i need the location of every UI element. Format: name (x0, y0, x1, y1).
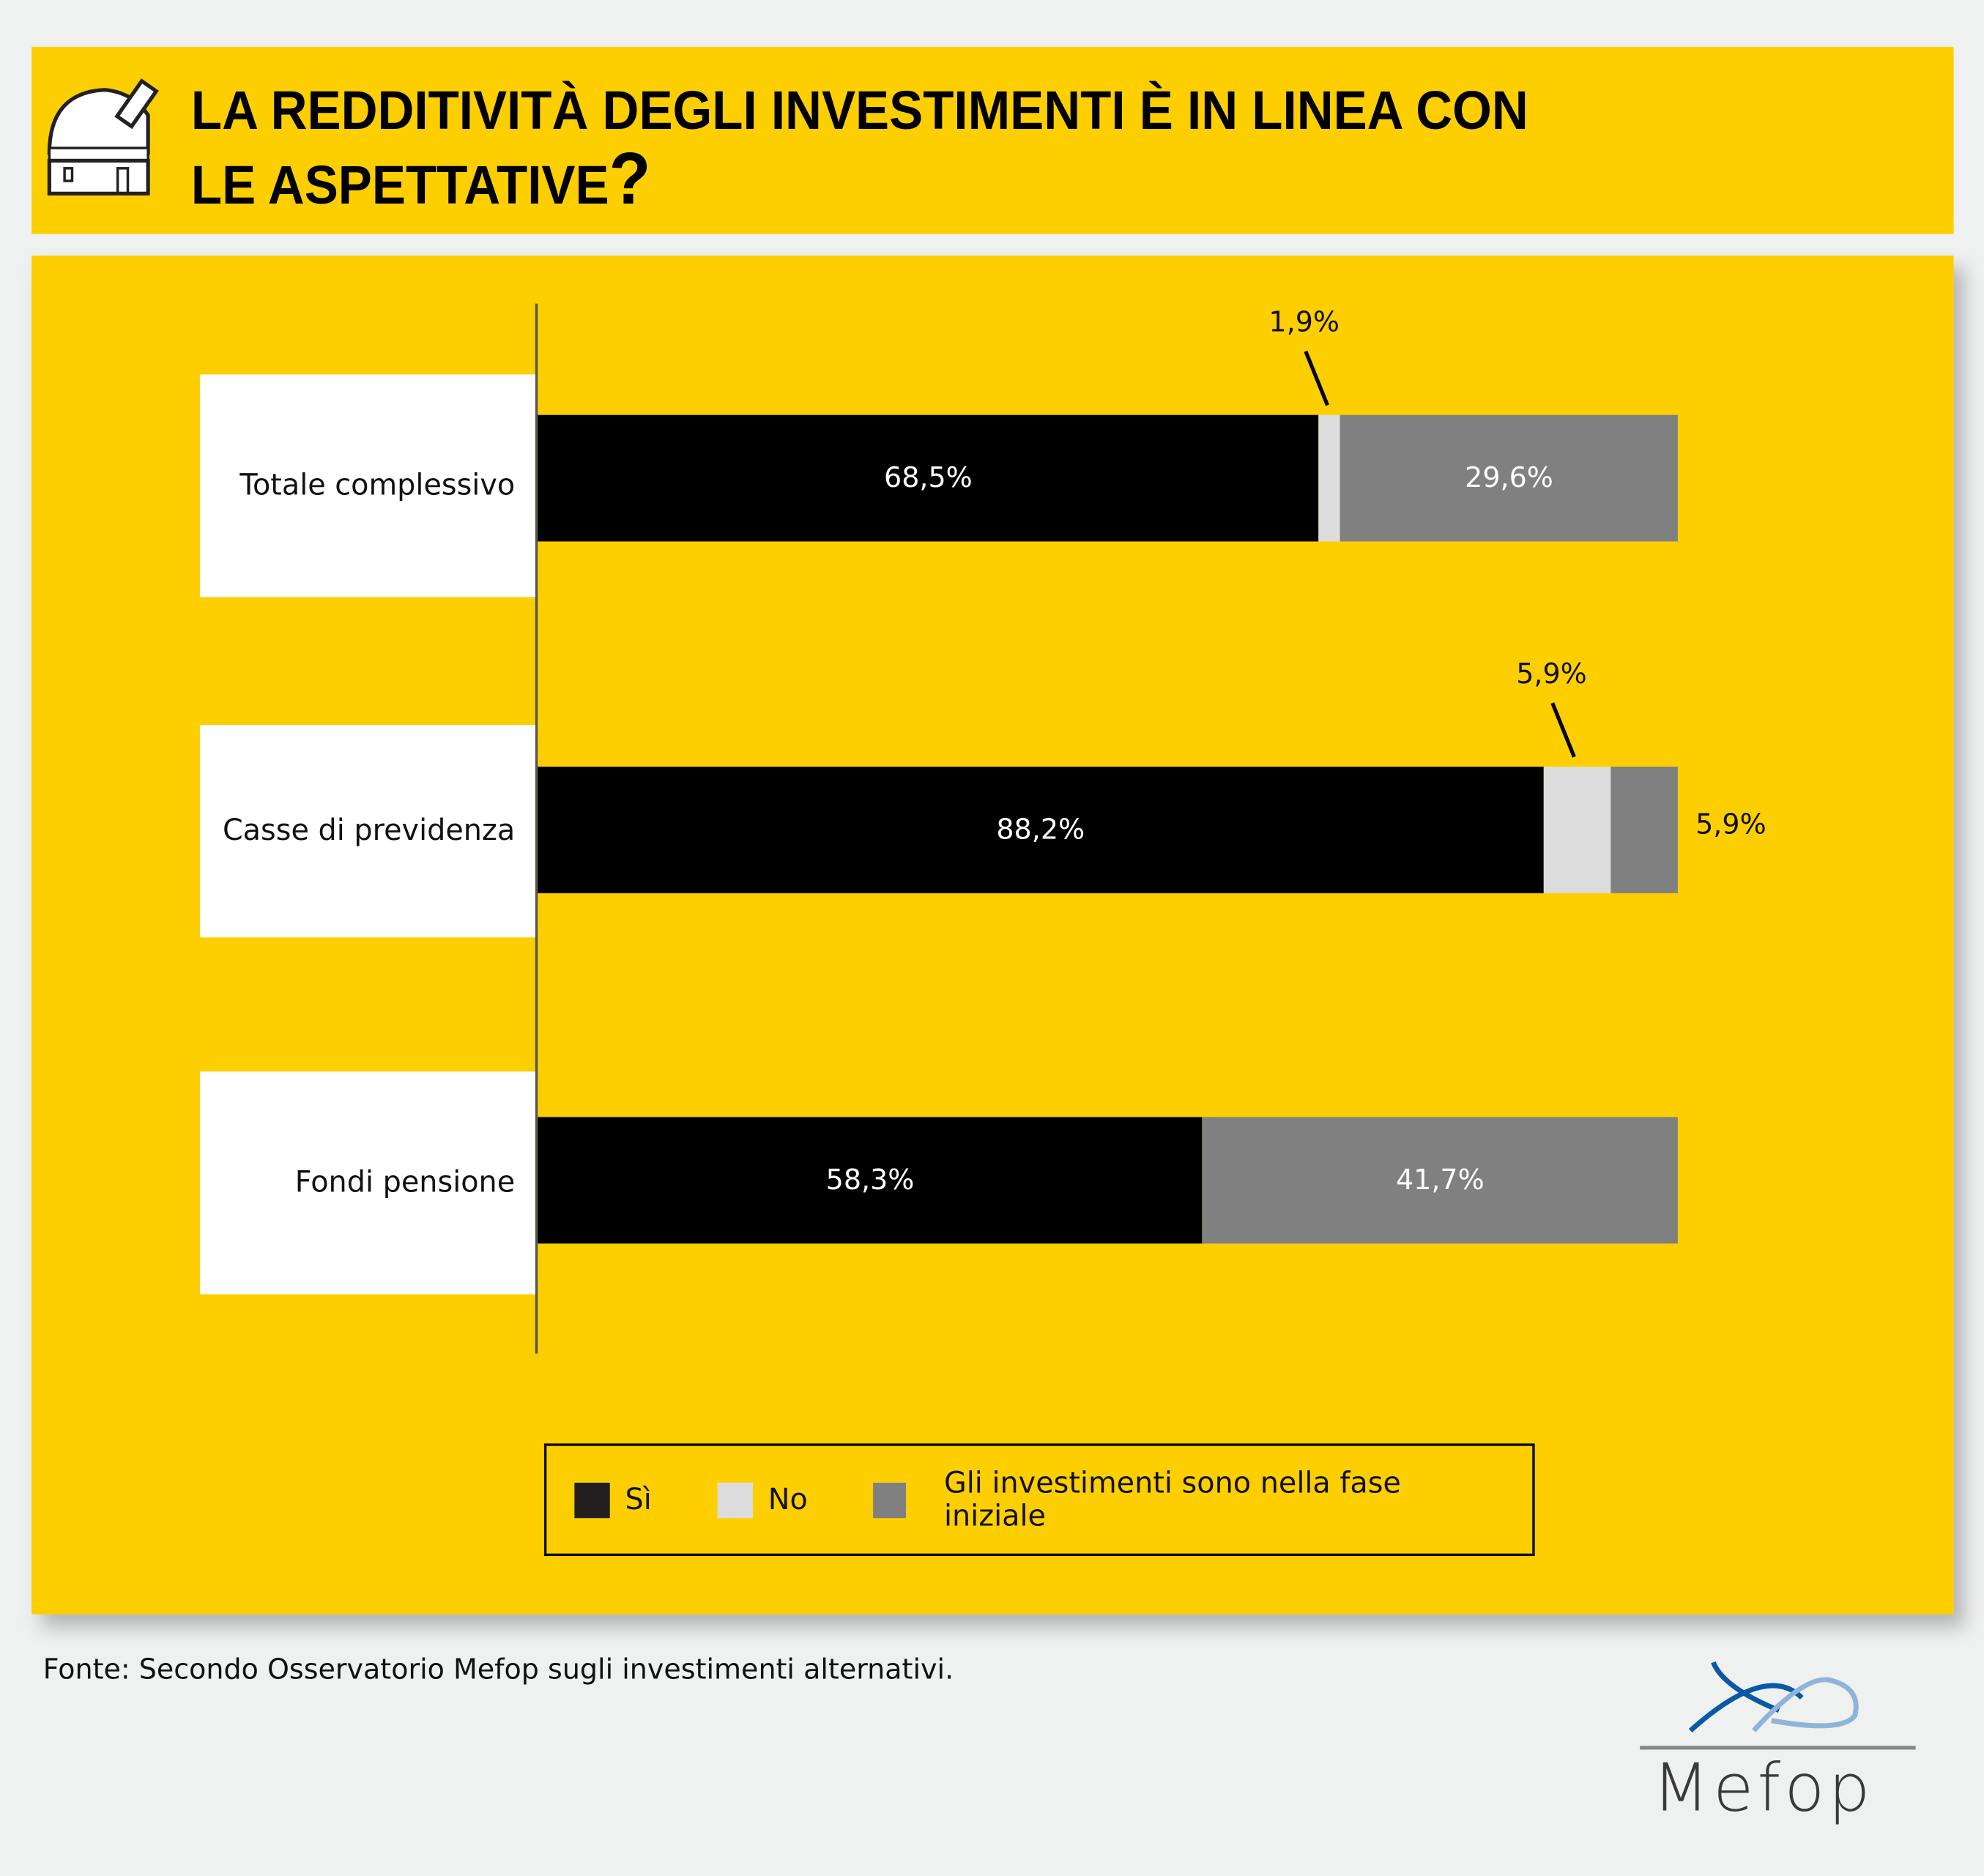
bar-segment-si: 88,2% (538, 766, 1544, 893)
title-banner: LA REDDITIVITÀ DEGLI INVESTIMENTI È IN L… (31, 46, 1954, 234)
logo-wordmark: Mefop (1652, 1751, 1874, 1827)
bar-segment-iniziale (1610, 766, 1678, 893)
legend: Sì No Gli investimenti sono nella fase i… (543, 1443, 1535, 1557)
legend-item-iniziale: Gli investimenti sono nella fase inizial… (873, 1467, 1467, 1533)
title-line-1: LA REDDITIVITÀ DEGLI INVESTIMENTI È IN L… (190, 81, 1528, 142)
data-label: 58,3% (825, 1164, 915, 1196)
mefop-logo: Mefop (1640, 1660, 1916, 1827)
category-label: Fondi pensione (199, 1071, 535, 1295)
bar-segment-si: 58,3% (538, 1117, 1203, 1244)
legend-swatch-no (717, 1482, 753, 1518)
title-line-2: LE ASPETTATIVE? (190, 138, 651, 220)
page-title: LA REDDITIVITÀ DEGLI INVESTIMENTI È IN L… (191, 77, 1528, 220)
category-label: Casse di previdenza (199, 724, 535, 938)
legend-swatch-iniziale (873, 1482, 907, 1518)
data-label: 68,5% (884, 462, 973, 494)
legend-item-no: No (717, 1482, 808, 1518)
source-note: Fonte: Secondo Osservatorio Mefop sugli … (42, 1654, 954, 1687)
data-label: 88,2% (996, 814, 1085, 846)
bar-segment-si: 68,5% (538, 414, 1319, 542)
bar-segment-iniziale: 29,6% (1340, 414, 1678, 542)
bar-segment-no (1318, 414, 1341, 542)
data-label: 1,9% (1268, 307, 1340, 340)
observatory-icon (47, 78, 159, 196)
data-label: 29,6% (1465, 462, 1553, 494)
legend-swatch-si (574, 1482, 610, 1518)
data-label: 5,9% (1695, 809, 1766, 841)
y-axis-line (535, 303, 538, 1354)
data-label: 5,9% (1516, 659, 1587, 691)
category-label: Totale complessivo (199, 374, 535, 598)
mefop-logo-mark (1640, 1661, 1916, 1750)
bar-segment-iniziale: 41,7% (1202, 1117, 1678, 1244)
legend-item-si: Sì (574, 1482, 652, 1518)
bar-segment-no (1543, 766, 1611, 893)
data-label: 41,7% (1395, 1164, 1485, 1196)
